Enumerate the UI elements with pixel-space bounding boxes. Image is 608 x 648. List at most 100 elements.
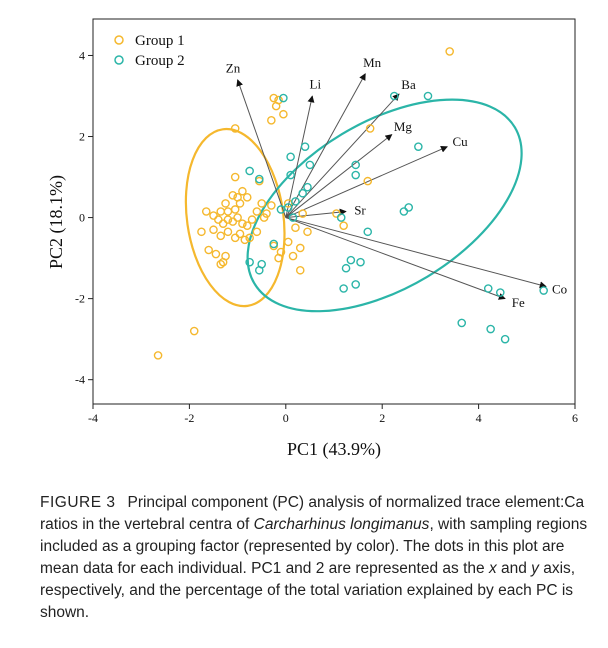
data-point-group2 bbox=[288, 213, 298, 222]
data-point-group2 bbox=[291, 197, 300, 206]
loading-vector-cu bbox=[285, 145, 448, 219]
data-point-group2 bbox=[245, 257, 254, 267]
data-point-group2 bbox=[423, 91, 433, 101]
loading-vector-fe bbox=[285, 217, 506, 300]
data-point-group1 bbox=[209, 225, 218, 235]
legend-label-group1: Group 1 bbox=[135, 33, 185, 49]
caption-text-4: axis, respectively, and the percentage o… bbox=[40, 560, 576, 621]
caption-species-name: Carcharhinus longimanus bbox=[253, 516, 430, 533]
x-tick-label: -2 bbox=[184, 411, 194, 425]
data-point-group2 bbox=[286, 152, 295, 162]
data-point-group2 bbox=[389, 91, 399, 101]
data-point-group1 bbox=[216, 231, 226, 241]
data-point-group2 bbox=[539, 286, 548, 295]
loading-vector-ba bbox=[285, 93, 400, 218]
pca-biplot: Zn Li Mn Ba Mg Cu Sr Co Fe -4 -2 0 2 4 6 4 2 0 -2 -4 PC1 … bbox=[46, 18, 578, 460]
x-tick-label: 4 bbox=[476, 411, 482, 425]
data-point-group2 bbox=[269, 239, 279, 249]
loading-vector-li bbox=[285, 95, 315, 218]
y-tick-label: 2 bbox=[79, 130, 85, 144]
data-point-group1 bbox=[223, 215, 233, 224]
caption-text-2: , with sampling regions included as a gr… bbox=[40, 516, 588, 577]
y-tick-label: -4 bbox=[75, 373, 85, 387]
data-point-group2 bbox=[363, 227, 373, 237]
data-point-group1 bbox=[221, 199, 230, 208]
caption-text-1: Principal component (PC) analysis of nor… bbox=[40, 494, 585, 533]
data-point-group1 bbox=[291, 223, 300, 233]
data-point-group2 bbox=[404, 203, 414, 212]
data-point-group2 bbox=[254, 174, 264, 184]
data-point-group2 bbox=[483, 284, 493, 293]
data-point-group1 bbox=[247, 215, 257, 224]
data-point-group2 bbox=[495, 288, 505, 297]
loading-vector-zn bbox=[236, 79, 287, 218]
data-point-group1 bbox=[295, 243, 305, 253]
data-point-group1 bbox=[242, 221, 252, 230]
data-point-group1 bbox=[221, 251, 230, 261]
ellipse-layer bbox=[184, 98, 523, 313]
data-point-group1 bbox=[197, 227, 206, 237]
y-axis-title: PC2 (18.1%) bbox=[46, 175, 67, 269]
loading-label-sr: Sr bbox=[354, 202, 366, 217]
loading-label-zn: Zn bbox=[226, 60, 241, 75]
data-point-group1 bbox=[298, 209, 307, 218]
data-point-group1 bbox=[189, 326, 199, 336]
confidence-ellipse-2 bbox=[246, 98, 523, 313]
data-point-group1 bbox=[204, 245, 213, 255]
data-point-group2 bbox=[500, 334, 510, 344]
x-axis-ticks: -4 -2 0 2 4 6 bbox=[88, 404, 578, 425]
data-point-group1 bbox=[252, 207, 262, 216]
data-point-group1 bbox=[216, 207, 226, 216]
loading-label-cu: Cu bbox=[453, 134, 469, 149]
data-point-group1 bbox=[153, 351, 163, 360]
data-point-group1 bbox=[257, 199, 267, 208]
point-layer bbox=[153, 47, 548, 360]
y-tick-label: 0 bbox=[79, 211, 85, 225]
legend: Group 1 Group 2 bbox=[114, 33, 185, 69]
data-point-group2 bbox=[457, 318, 467, 328]
loading-label-co: Co bbox=[552, 282, 567, 297]
data-point-group1 bbox=[235, 199, 245, 208]
data-point-group1 bbox=[235, 229, 245, 239]
loading-vector-mg bbox=[285, 134, 393, 218]
data-point-group2 bbox=[339, 284, 348, 293]
data-point-group1 bbox=[216, 259, 226, 269]
data-point-group1 bbox=[238, 186, 247, 196]
caption-x-letter: x bbox=[488, 560, 497, 577]
data-point-group1 bbox=[201, 207, 211, 216]
data-point-group1 bbox=[279, 109, 288, 119]
data-point-group1 bbox=[269, 93, 279, 103]
data-point-group2 bbox=[300, 142, 310, 151]
legend-marker-group2 bbox=[114, 55, 124, 65]
data-point-group1 bbox=[445, 47, 454, 56]
data-point-group1 bbox=[252, 227, 262, 237]
loading-label-mg: Mg bbox=[394, 119, 413, 134]
y-axis-ticks: 4 2 0 -2 -4 bbox=[75, 48, 93, 387]
confidence-ellipse-1 bbox=[184, 127, 286, 308]
data-point-group1 bbox=[230, 233, 240, 243]
data-point-group2 bbox=[346, 255, 356, 265]
data-point-group2 bbox=[279, 93, 288, 103]
data-point-group1 bbox=[214, 215, 223, 224]
data-point-group1 bbox=[209, 211, 218, 220]
data-point-group1 bbox=[230, 172, 240, 182]
x-axis-title: PC1 (43.9%) bbox=[287, 439, 381, 460]
data-point-group1 bbox=[245, 233, 254, 243]
plot-frame bbox=[92, 18, 576, 405]
data-point-group1 bbox=[274, 253, 283, 263]
data-point-group2 bbox=[257, 259, 267, 269]
data-point-group2 bbox=[351, 170, 360, 180]
legend-marker-group1 bbox=[114, 35, 124, 45]
data-point-group2 bbox=[336, 213, 346, 222]
data-point-group2 bbox=[303, 182, 312, 192]
data-point-group1 bbox=[228, 190, 238, 200]
data-point-group1 bbox=[233, 213, 242, 222]
data-point-group1 bbox=[242, 193, 252, 202]
legend-label-group2: Group 2 bbox=[135, 53, 185, 69]
x-tick-label: 2 bbox=[379, 411, 385, 425]
data-point-group1 bbox=[288, 251, 298, 261]
loading-vector-co bbox=[285, 217, 547, 289]
data-point-group1 bbox=[267, 116, 276, 125]
data-point-group1 bbox=[230, 124, 240, 133]
loading-label-fe: Fe bbox=[512, 295, 525, 310]
